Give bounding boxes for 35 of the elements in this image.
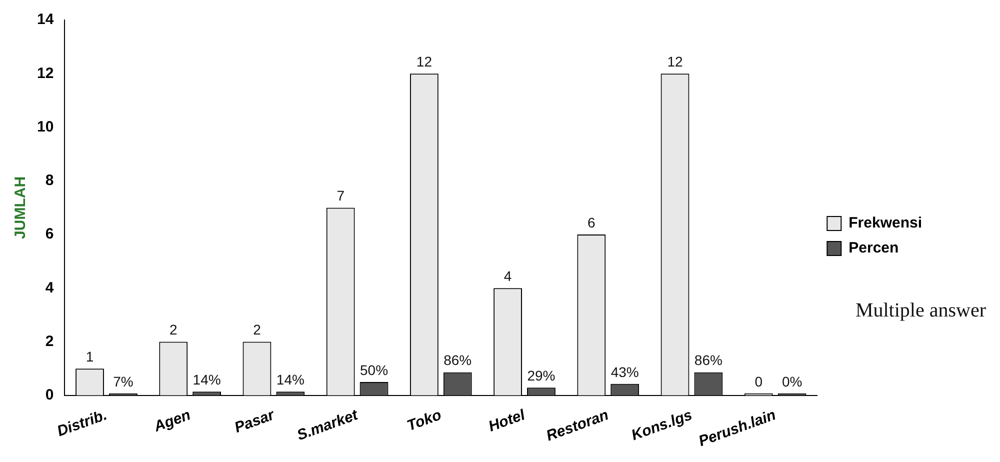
text: Multiple answer [855,299,986,322]
y-tick-label: 4 [45,279,54,296]
data-label: 86% [694,352,722,368]
y-tick-label: 2 [45,332,54,350]
x-tick-label: Distrib. [54,406,110,440]
y-axis-title: JUMLAH [12,176,30,239]
y-tick-label: 14 [36,11,54,28]
data-label: 0 [754,373,763,390]
data-label: 4 [504,268,512,284]
y-tick-label: 10 [36,118,54,136]
data-label: 43% [610,364,639,380]
x-tick-label: Pasar [232,406,278,436]
y-tick-label: 0 [45,386,54,404]
data-label: 2 [253,322,262,338]
y-tick-label: 6 [45,226,54,243]
data-label: 14% [276,372,304,388]
data-label: 7% [113,373,134,390]
data-label: 0% [782,373,802,390]
y-tick-label: 12 [36,64,54,82]
data-label: 12 [667,53,683,70]
data-label: 29% [527,368,556,384]
data-label: 14% [192,372,221,388]
legend-label: Percen [848,240,899,257]
data-label: 2 [169,322,178,338]
data-label: 12 [416,53,432,70]
x-tick-label: Agen [150,406,193,436]
data-label: 86% [444,352,472,368]
data-label: 7 [336,188,345,204]
x-tick-label: Hotel [486,406,528,436]
data-label: 1 [86,348,94,364]
legend-label: Frekwensi [848,214,922,232]
y-tick-label: 8 [45,172,54,190]
data-label: 50% [360,362,388,378]
x-tick-label: Toko [404,406,444,435]
data-label: 6 [588,214,596,230]
